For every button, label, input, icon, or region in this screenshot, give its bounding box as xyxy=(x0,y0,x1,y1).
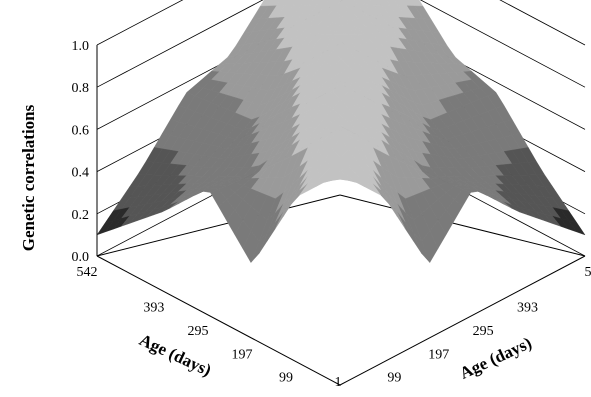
z-tick-labels: 0.0 0.2 0.4 0.6 0.8 1.0 xyxy=(72,39,90,265)
front-left-axis xyxy=(96,255,341,386)
left-tick-label-4: 542 xyxy=(77,265,98,280)
floor-right-edge xyxy=(339,194,586,257)
z-tick-label-4: 0.8 xyxy=(72,81,90,96)
origin-tick-label: 1 xyxy=(335,375,342,390)
surface-mesh xyxy=(96,0,586,264)
front-floor xyxy=(96,255,586,386)
surface-facet xyxy=(331,173,349,180)
z-axis-title: Genetic correlations xyxy=(19,104,38,251)
right-tick-label-2: 295 xyxy=(473,324,494,339)
left-axis-tick-labels: 99 197 295 393 542 xyxy=(77,265,293,386)
back-walls xyxy=(96,45,586,257)
left-tick-label-0: 99 xyxy=(279,371,293,386)
front-right-axis xyxy=(339,255,586,386)
z-tick-label-2: 0.4 xyxy=(72,166,90,181)
right-axis-title: Age (days) xyxy=(457,333,535,383)
right-tick-label-4: 542 xyxy=(585,265,591,280)
left-tick-label-3: 393 xyxy=(143,301,164,316)
z-tick-label-0: 0.0 xyxy=(72,250,90,265)
z-tick-label-3: 0.6 xyxy=(72,123,90,138)
z-gridline-4 xyxy=(96,0,586,88)
z-tick-label-5: 1.0 xyxy=(72,39,90,54)
right-tick-label-0: 99 xyxy=(387,371,401,386)
right-tick-label-3: 393 xyxy=(517,301,538,316)
right-axis-tick-labels: 99 197 295 393 542 xyxy=(387,265,591,386)
left-tick-label-1: 197 xyxy=(231,347,252,362)
left-tick-label-2: 295 xyxy=(187,324,208,339)
right-tick-label-1: 197 xyxy=(428,347,449,362)
floor-left-edge xyxy=(96,194,341,257)
z-gridline-5 xyxy=(96,0,586,46)
z-tick-label-1: 0.2 xyxy=(72,208,90,223)
